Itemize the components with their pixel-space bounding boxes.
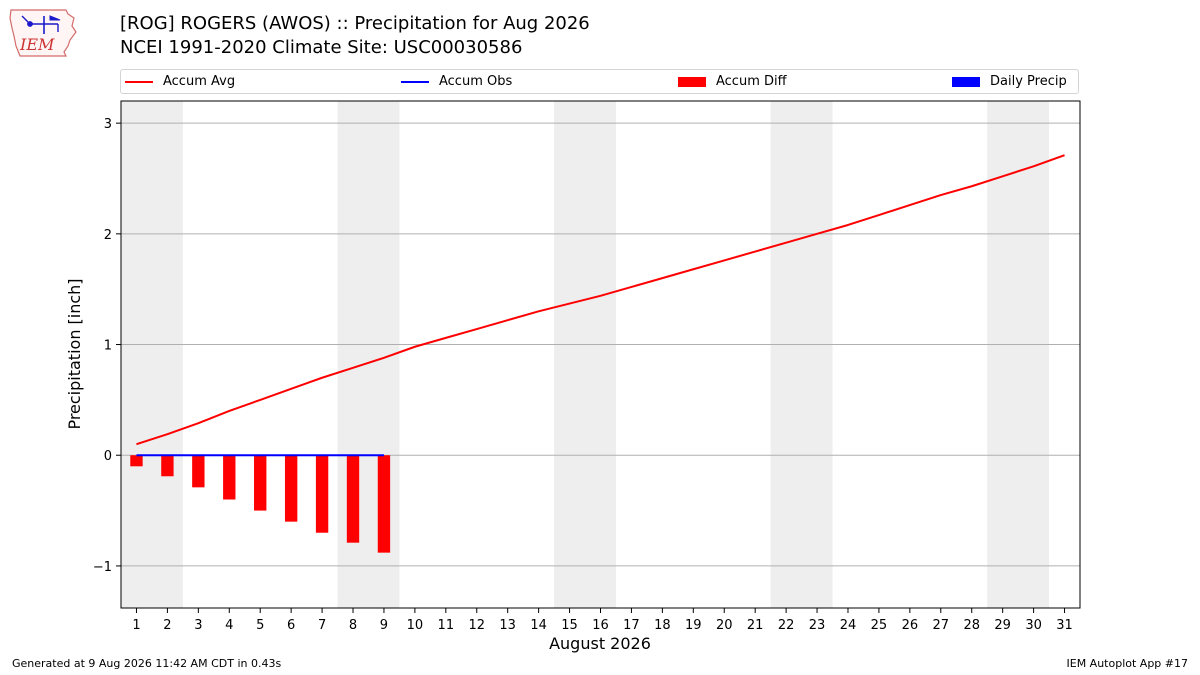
- x-tick-label: 27: [933, 618, 950, 633]
- x-tick-label: 17: [623, 618, 640, 633]
- x-tick-label: 11: [438, 618, 455, 633]
- x-tick-label: 5: [256, 618, 264, 633]
- legend-label-accum-obs: Accum Obs: [439, 74, 513, 89]
- x-tick-label: 21: [747, 618, 764, 633]
- accum-diff-bar: [377, 455, 391, 553]
- y-tick-label: 0: [104, 449, 112, 464]
- chart-title: [ROG] ROGERS (AWOS) :: Precipitation for…: [120, 13, 590, 34]
- weekend-shade-band: [770, 101, 833, 608]
- x-tick-label: 14: [530, 618, 547, 633]
- x-axis-label: August 2026: [549, 634, 651, 653]
- x-tick-label: 12: [468, 618, 485, 633]
- accum-diff-bar: [254, 455, 267, 511]
- x-tick-label: 22: [778, 618, 795, 633]
- legend-swatch-daily-precip: [952, 76, 980, 87]
- legend-swatch-accum-obs: [401, 80, 429, 83]
- accum-diff-bar: [130, 455, 143, 467]
- y-tick-label: −1: [93, 560, 112, 575]
- x-tick-label: 16: [592, 618, 609, 633]
- iowa-state-outline-icon: [9, 9, 77, 57]
- weekend-shade-band: [987, 101, 1050, 608]
- x-tick-label: 26: [902, 618, 919, 633]
- weekend-shade-band: [554, 101, 616, 608]
- x-tick-label: 20: [716, 618, 733, 633]
- accum-diff-bar: [223, 455, 236, 500]
- x-tick-label: 4: [225, 618, 233, 633]
- weekend-shade-band: [121, 101, 183, 608]
- x-tick-label: 13: [499, 618, 516, 633]
- accum-diff-bar: [315, 455, 329, 533]
- legend-label-accum-avg: Accum Avg: [163, 74, 236, 89]
- legend-item-accum-obs: Accum Obs: [401, 70, 512, 93]
- accum-diff-bar: [284, 455, 298, 522]
- accum-avg-line: [136, 154, 1065, 446]
- x-tick-label: 24: [840, 618, 857, 633]
- x-tick-label: 19: [685, 618, 702, 633]
- x-tick-label: 23: [809, 618, 826, 633]
- footer-app-text: IEM Autoplot App #17: [1066, 657, 1189, 670]
- x-tick-label: 31: [1056, 618, 1073, 633]
- weather-station-icon: [21, 15, 61, 34]
- legend-label-accum-diff: Accum Diff: [716, 74, 787, 89]
- y-tick-label: 2: [104, 228, 112, 243]
- x-tick-label: 30: [1025, 618, 1042, 633]
- accum-diff-bar: [161, 455, 174, 477]
- legend-item-accum-avg: Accum Avg: [125, 70, 235, 93]
- legend-swatch-accum-avg: [125, 80, 153, 83]
- x-tick-label: 25: [871, 618, 888, 633]
- x-tick-label: 15: [561, 618, 578, 633]
- legend-item-daily-precip: Daily Precip: [952, 70, 1067, 93]
- y-tick-label: 1: [104, 339, 112, 354]
- x-tick-label: 18: [654, 618, 671, 633]
- logo-text: IEM: [19, 35, 55, 54]
- x-tick-label: 1: [132, 618, 140, 633]
- x-tick-label: 9: [380, 618, 388, 633]
- x-tick-label: 8: [349, 618, 357, 633]
- chart-subtitle: NCEI 1991-2020 Climate Site: USC00030586: [120, 37, 523, 58]
- accum-diff-bar: [346, 455, 360, 543]
- footer-generated-text: Generated at 9 Aug 2026 11:42 AM CDT in …: [12, 657, 282, 670]
- x-tick-label: 10: [407, 618, 424, 633]
- legend-item-accum-diff: Accum Diff: [678, 70, 787, 93]
- accum-diff-bar: [192, 455, 205, 488]
- iem-logo: IEM: [9, 9, 77, 57]
- legend-label-daily-precip: Daily Precip: [990, 74, 1067, 89]
- legend-swatch-accum-diff: [678, 76, 706, 87]
- x-tick-label: 28: [963, 618, 980, 633]
- y-tick-label: 3: [104, 117, 112, 132]
- x-tick-label: 3: [194, 618, 202, 633]
- chart-legend: Accum Avg Accum Obs Accum Diff Daily Pre…: [120, 69, 1079, 94]
- x-tick-label: 29: [994, 618, 1011, 633]
- y-axis-label: Precipitation [inch]: [65, 278, 84, 429]
- x-tick-label: 7: [318, 618, 326, 633]
- x-tick-label: 2: [163, 618, 171, 633]
- x-tick-label: 6: [287, 618, 295, 633]
